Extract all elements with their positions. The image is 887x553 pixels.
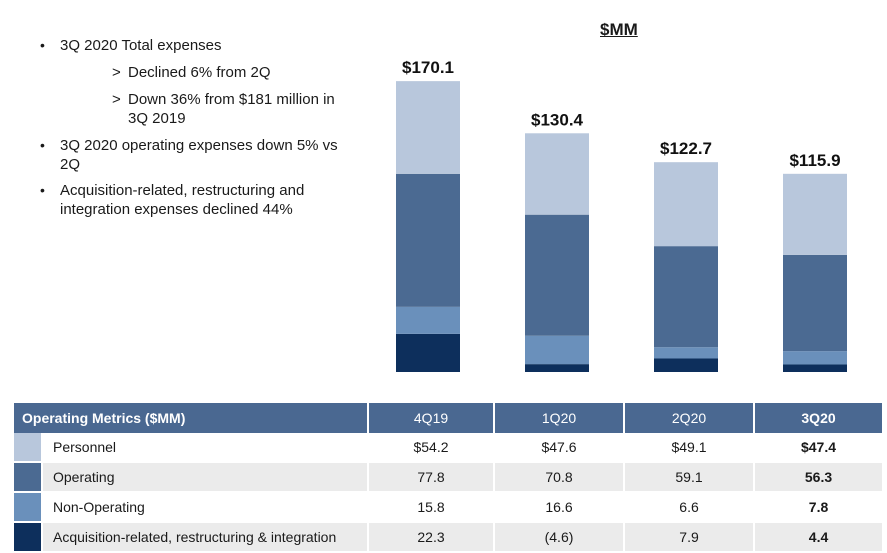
legend-swatch [14,433,43,463]
column-header: 2Q20 [624,403,756,433]
operating-metrics-table: Operating Metrics ($MM) 4Q19 1Q20 2Q20 3… [14,403,883,553]
bar-segment [396,333,460,372]
bar-total-label: $122.7 [660,139,712,158]
unit-label: $MM [600,20,638,39]
bar-segment [783,351,847,365]
table-cell: 7.8 [754,492,883,523]
legend-swatch [14,492,43,523]
bar-segment [396,173,460,307]
legend-swatch [14,462,43,493]
table-row: Non-Operating 15.8 16.6 6.6 7.8 [14,492,883,523]
bullet-acquisition: Acquisition-related, restructuring and i… [40,181,340,219]
sub-bullet-declined: Declined 6% from 2Q [60,63,340,82]
row-label: Non-Operating [42,492,370,523]
bar-segment [525,133,589,215]
bar-segment [654,347,718,359]
row-label: Operating [42,462,370,493]
stacked-bar-chart: $170.1 $130.4 $122.7 $115.9 [396,58,847,372]
table-cell: 59.1 [624,462,756,493]
table-cell: 6.6 [624,492,756,523]
table-header-label: Operating Metrics ($MM) [14,403,370,433]
table-cell: 77.8 [368,462,496,493]
bar-segment [783,254,847,352]
column-header: 1Q20 [494,403,626,433]
bar-segment [654,358,718,372]
table-cell: 16.6 [494,492,626,523]
table-cell: 70.8 [494,462,626,493]
bullet-operating-expenses: 3Q 2020 operating expenses down 5% vs 2Q [40,136,340,174]
bar-segment [783,173,847,255]
bar-segment [525,364,589,372]
table-cell: $49.1 [624,433,756,463]
table-row: Operating 77.8 70.8 59.1 56.3 [14,462,883,493]
bar-total-label: $115.9 [789,151,840,170]
sub-bullet-down: Down 36% from $181 million in 3Q 2019 [60,90,340,128]
row-label: Acquisition-related, restructuring & int… [42,522,370,553]
table-row: Personnel $54.2 $47.6 $49.1 $47.4 [14,433,883,463]
column-header: 3Q20 [754,403,883,433]
bar-segment [525,214,589,336]
table-cell: 7.9 [624,522,756,553]
bullet-total-expenses: 3Q 2020 Total expenses Declined 6% from … [40,36,340,128]
table-cell: $47.6 [494,433,626,463]
table-header-row: Operating Metrics ($MM) 4Q19 1Q20 2Q20 3… [14,403,883,433]
bar-segment [654,162,718,247]
column-header: 4Q19 [368,403,496,433]
table-cell: 15.8 [368,492,496,523]
legend-swatch [14,522,43,553]
table-cell: (4.6) [494,522,626,553]
table-cell: 22.3 [368,522,496,553]
table-cell: $47.4 [754,433,883,463]
table-cell: 4.4 [754,522,883,553]
bar-segment [396,81,460,174]
summary-bullets: 3Q 2020 Total expenses Declined 6% from … [40,36,340,226]
row-label: Personnel [42,433,370,463]
table-cell: 56.3 [754,462,883,493]
table-cell: $54.2 [368,433,496,463]
bar-total-label: $130.4 [531,110,584,129]
table-row: Acquisition-related, restructuring & int… [14,522,883,553]
bar-segment [525,335,589,365]
bar-total-label: $170.1 [402,58,454,77]
bar-segment [654,246,718,348]
bar-segment [396,306,460,334]
bar-segment [783,364,847,372]
